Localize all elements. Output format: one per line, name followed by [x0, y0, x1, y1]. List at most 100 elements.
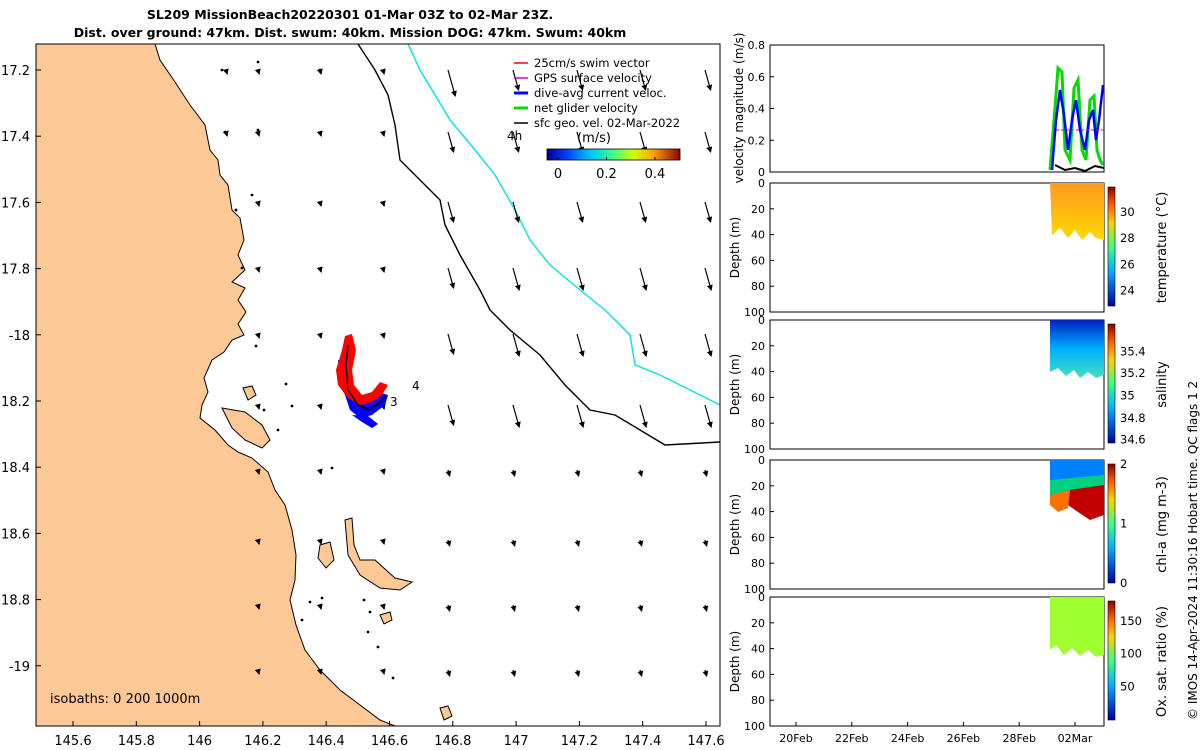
- depth-tick: 60: [751, 531, 765, 544]
- lat-tick-label: 17.4: [1, 130, 30, 145]
- legend-entry: GPS surface velocity: [534, 71, 652, 85]
- depth-ylabel: Depth (m): [728, 631, 742, 692]
- lon-tick-label: 146.2: [244, 734, 281, 749]
- latitude-ticks: 17.2 17.4 17.6 17.8 -18 18.2 18.4 18.6 18.8 -19: [1, 64, 41, 675]
- time-tick: 22Feb: [835, 732, 868, 745]
- lon-tick-label: 146: [187, 734, 212, 749]
- lat-tick-label: 18.2: [1, 395, 30, 410]
- temperature-field: [1050, 183, 1104, 240]
- island-group-south: [344, 517, 414, 591]
- colorbar-title: (m/s): [577, 131, 611, 146]
- day-label-4h: 4h: [507, 129, 522, 143]
- dive-avg-current-blob: [338, 360, 388, 418]
- island-small-4: [439, 705, 453, 721]
- oxygen-panel: 0 20 40 60 80 100 Depth (m) 150 100 50 Ox. sat. ra…: [728, 591, 1170, 733]
- depth-tick: 60: [751, 391, 765, 404]
- depth-tick: 20: [751, 203, 765, 216]
- colorbar-tick: 0.2: [596, 167, 617, 182]
- depth-tick: 100: [744, 583, 765, 596]
- isobath-200m: [357, 44, 720, 446]
- velocity-tick: 0: [758, 166, 765, 179]
- velocity-panel: 0 0.2 0.4 0.6 0.8 velocity magnitude (m/s): [732, 33, 1105, 184]
- chla-colorbar-label: chl-a (mg m-3): [1155, 476, 1170, 573]
- velocity-tick: 0.4: [748, 103, 766, 116]
- dive-avg-current-line: [1050, 84, 1105, 171]
- lat-tick-label: 17.2: [1, 64, 30, 79]
- surface-velocity-arrows: [222, 68, 713, 677]
- velocity-tick: 0.2: [748, 134, 766, 147]
- temperature-panel: 0 20 40 60 80 100 Depth (m) 30 28 26 24 temperature…: [728, 177, 1170, 319]
- day-label-4: 4: [412, 379, 420, 393]
- depth-tick: 40: [751, 229, 765, 242]
- map-axes-frame: [35, 43, 721, 727]
- temperature-colorbar-tick: 24: [1120, 284, 1135, 298]
- temperature-colorbar-tick: 28: [1120, 231, 1135, 245]
- depth-tick: 40: [751, 366, 765, 379]
- lon-tick-label: 146.6: [371, 734, 408, 749]
- depth-tick: 0: [758, 177, 765, 190]
- dive-avg-current-tail: [352, 415, 378, 428]
- depth-tick: 60: [751, 254, 765, 267]
- oxygen-colorbar-label: Ox. sat. ratio (%): [1155, 606, 1170, 717]
- island-small-3: [379, 611, 393, 625]
- lon-tick-label: 145.8: [118, 734, 155, 749]
- salinity-field: [1050, 320, 1104, 378]
- depth-tick: 20: [751, 340, 765, 353]
- salinity-colorbar-label: salinity: [1155, 361, 1170, 408]
- salinity-colorbar-tick: 35.2: [1120, 366, 1146, 380]
- depth-tick: 20: [751, 480, 765, 493]
- lat-tick-label: 18.8: [1, 594, 30, 609]
- lat-tick-label: 18.4: [1, 461, 30, 476]
- colorbar-tick: 0: [554, 167, 562, 182]
- salinity-colorbar-tick: 35.4: [1120, 344, 1146, 358]
- depth-ylabel: Depth (m): [728, 494, 742, 555]
- depth-tick: 40: [751, 506, 765, 519]
- velocity-tick: 0.8: [748, 39, 766, 52]
- depth-tick: 20: [751, 617, 765, 630]
- time-tick: 24Feb: [891, 732, 924, 745]
- swim-vector-blob: [336, 334, 388, 405]
- temperature-colorbar-label: temperature (°C): [1155, 192, 1170, 304]
- depth-tick: 40: [751, 643, 765, 656]
- lon-tick-label: 147.2: [561, 734, 598, 749]
- oxygen-colorbar-tick: 50: [1120, 680, 1135, 694]
- legend-entry: sfc geo. vel. 02-Mar-2022: [534, 116, 680, 130]
- oxygen-colorbar-tick: 150: [1120, 614, 1142, 628]
- depth-tick: 0: [758, 591, 765, 604]
- depth-tick: 0: [758, 454, 765, 467]
- depth-tick: 0: [758, 314, 765, 327]
- lon-tick-label: 146.8: [434, 734, 471, 749]
- temperature-colorbar-tick: 26: [1120, 257, 1135, 271]
- velocity-ylabel: velocity magnitude (m/s): [732, 33, 746, 184]
- glider-path: [345, 344, 387, 411]
- legend-entry: net glider velocity: [534, 101, 638, 115]
- lat-tick-label: -19: [9, 660, 30, 675]
- lon-tick-label: 145.6: [54, 734, 91, 749]
- day-label-3: 3: [390, 395, 398, 409]
- isobath-caption: isobaths: 0 200 1000m: [50, 692, 200, 707]
- salinity-panel: 0 20 40 60 80 100 Depth (m) 35.4 35.2 35 34.8 34.6 s…: [728, 314, 1170, 456]
- oxygen-colorbar-tick: 100: [1120, 646, 1142, 660]
- depth-tick: 80: [751, 417, 765, 430]
- surface-geostrophic-line: [1054, 164, 1105, 173]
- depth-ylabel: Depth (m): [728, 217, 742, 278]
- time-tick: 20Feb: [779, 732, 812, 745]
- time-tick: 28Feb: [1002, 732, 1035, 745]
- speed-colorbar: (m/s) 0 0.2 0.4: [546, 131, 681, 182]
- depth-tick: 100: [744, 443, 765, 456]
- lon-tick-label: 147.4: [624, 734, 661, 749]
- salinity-colorbar-tick: 35: [1120, 388, 1135, 402]
- net-glider-velocity-line: [1048, 64, 1105, 171]
- imos-credit: © IMOS 14-Apr-2024 11:30:16 Hobart time.…: [1186, 380, 1200, 720]
- chla-colorbar-tick: 2: [1120, 457, 1127, 471]
- oxygen-field: [1050, 597, 1104, 657]
- isobath-1000m: [407, 44, 720, 406]
- depth-ylabel: Depth (m): [728, 354, 742, 415]
- chla-panel: 0 20 40 60 80 100 Depth (m) 2 1 0 chl-a (mg m-3): [728, 454, 1170, 596]
- lat-tick-label: -18: [9, 329, 30, 344]
- island-small-2: [317, 541, 335, 569]
- coastline-land: [36, 44, 396, 726]
- lon-tick-label: 147: [504, 734, 529, 749]
- velocity-tick: 0.6: [748, 71, 766, 84]
